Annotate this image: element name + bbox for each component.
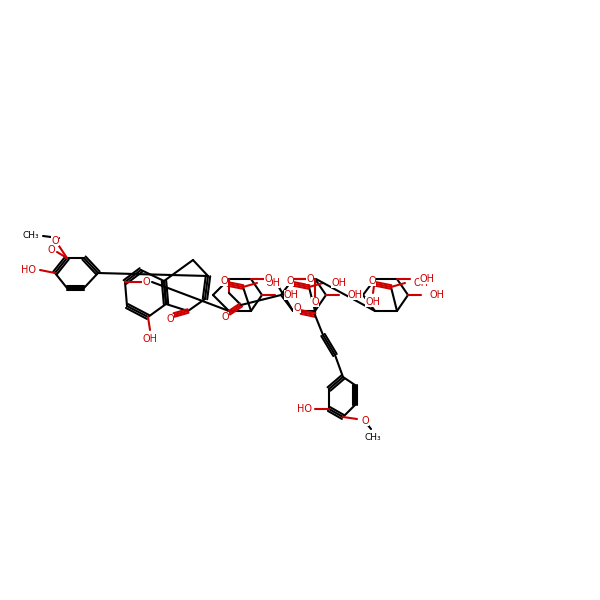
Text: OH: OH bbox=[365, 297, 380, 307]
Text: CH₃: CH₃ bbox=[365, 433, 382, 442]
Text: OH: OH bbox=[331, 278, 346, 288]
Text: OH: OH bbox=[419, 274, 434, 284]
Text: OH: OH bbox=[430, 290, 445, 300]
Text: O: O bbox=[264, 274, 272, 284]
Text: HO: HO bbox=[22, 265, 37, 275]
Text: O: O bbox=[293, 303, 301, 313]
Text: O: O bbox=[220, 276, 228, 286]
Text: HO: HO bbox=[296, 404, 311, 414]
Text: O: O bbox=[51, 236, 59, 246]
Text: OH: OH bbox=[143, 334, 157, 344]
Text: OH: OH bbox=[348, 290, 363, 300]
Text: O: O bbox=[221, 312, 229, 322]
Text: O: O bbox=[286, 276, 294, 286]
Text: OH: OH bbox=[265, 278, 280, 288]
Text: O: O bbox=[368, 276, 376, 286]
Text: O: O bbox=[311, 297, 319, 307]
Text: O: O bbox=[361, 416, 369, 426]
Text: O: O bbox=[166, 314, 174, 324]
Text: CH₃: CH₃ bbox=[23, 232, 40, 241]
Text: O: O bbox=[142, 277, 150, 287]
Text: OH: OH bbox=[284, 290, 299, 300]
Text: O: O bbox=[47, 245, 55, 255]
Text: O: O bbox=[306, 274, 314, 284]
Text: OH: OH bbox=[413, 278, 428, 288]
